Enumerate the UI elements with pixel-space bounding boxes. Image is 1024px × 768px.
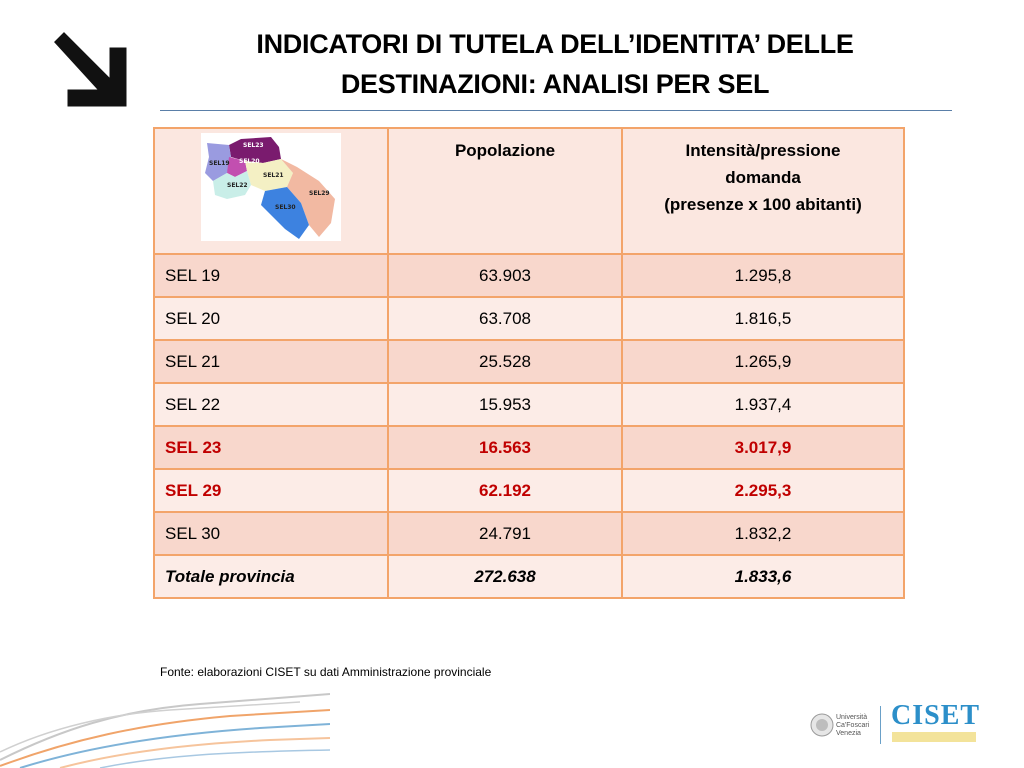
university-name-line-3: Venezia (836, 730, 861, 737)
sel-indicators-table: SEL23 SEL19 SEL20 SEL21 SEL22 SEL29 SEL3… (153, 127, 905, 599)
table-row-highlighted: SEL 29 62.192 2.295,3 (153, 468, 905, 513)
sel-cell: SEL 21 (153, 339, 389, 384)
total-label-cell: Totale provincia (153, 554, 389, 599)
map-label-sel29: SEL29 (309, 190, 330, 197)
intensita-cell: 1.832,2 (621, 511, 905, 556)
map-label-sel19: SEL19 (209, 160, 230, 167)
popolazione-cell: 62.192 (387, 468, 623, 513)
university-name: Università Ca'Foscari Venezia (836, 714, 869, 738)
university-name-line-2: Ca'Foscari (836, 722, 870, 729)
sel-province-map: SEL23 SEL19 SEL20 SEL21 SEL22 SEL29 SEL3… (201, 133, 341, 241)
map-label-sel22: SEL22 (227, 182, 248, 189)
table-header-row: SEL23 SEL19 SEL20 SEL21 SEL22 SEL29 SEL3… (153, 127, 905, 255)
title-line-2: DESTINAZIONI: ANALISI PER SEL (340, 69, 770, 99)
table-row: SEL 19 63.903 1.295,8 (153, 253, 905, 298)
sel-cell: SEL 23 (153, 425, 389, 470)
map-label-sel23: SEL23 (243, 142, 264, 149)
title-line-1: INDICATORI DI TUTELA DELL’IDENTITA’ DELL… (256, 29, 854, 59)
ciset-logo-bar (892, 732, 976, 742)
university-seal-icon (810, 713, 834, 737)
header-popolazione: Popolazione (387, 127, 623, 255)
page-title: INDICATORI DI TUTELA DELL’IDENTITA’ DELL… (190, 24, 920, 104)
sel-cell: SEL 30 (153, 511, 389, 556)
map-label-sel30: SEL30 (275, 204, 296, 211)
popolazione-cell: 24.791 (387, 511, 623, 556)
intensita-cell: 1.816,5 (621, 296, 905, 341)
sel-cell: SEL 22 (153, 382, 389, 427)
sel-cell: SEL 19 (153, 253, 389, 298)
sel-cell: SEL 29 (153, 468, 389, 513)
sel-cell: SEL 20 (153, 296, 389, 341)
decorative-lines (0, 693, 330, 768)
header-intensita-line-3: (presenze x 100 abitanti) (664, 195, 862, 214)
intensita-cell: 1.295,8 (621, 253, 905, 298)
title-divider (160, 110, 952, 111)
map-label-sel20: SEL20 (239, 158, 260, 165)
table-row-highlighted: SEL 23 16.563 3.017,9 (153, 425, 905, 470)
intensita-cell: 2.295,3 (621, 468, 905, 513)
intensita-cell: 1.937,4 (621, 382, 905, 427)
table-row: SEL 20 63.708 1.816,5 (153, 296, 905, 341)
table-row: SEL 21 25.528 1.265,9 (153, 339, 905, 384)
popolazione-cell: 25.528 (387, 339, 623, 384)
header-intensita-line-2: domanda (725, 168, 801, 187)
university-name-line-1: Università (836, 714, 868, 721)
table-row: SEL 30 24.791 1.832,2 (153, 511, 905, 556)
intensita-cell: 3.017,9 (621, 425, 905, 470)
arrow-logo-icon (49, 28, 130, 110)
table-total-row: Totale provincia 272.638 1.833,6 (153, 554, 905, 599)
intensita-cell: 1.265,9 (621, 339, 905, 384)
source-note: Fonte: elaborazioni CISET su dati Ammini… (160, 665, 492, 679)
popolazione-cell: 63.708 (387, 296, 623, 341)
map-label-sel21: SEL21 (263, 172, 284, 179)
map-cell: SEL23 SEL19 SEL20 SEL21 SEL22 SEL29 SEL3… (153, 127, 389, 255)
total-intensita-cell: 1.833,6 (621, 554, 905, 599)
ciset-logo: CISET (891, 700, 981, 731)
header-intensita: Intensità/pressione domanda (presenze x … (621, 127, 905, 255)
table-row: SEL 22 15.953 1.937,4 (153, 382, 905, 427)
popolazione-cell: 15.953 (387, 382, 623, 427)
header-intensita-line-1: Intensità/pressione (685, 141, 841, 160)
popolazione-cell: 16.563 (387, 425, 623, 470)
footer-separator (880, 706, 881, 744)
popolazione-cell: 63.903 (387, 253, 623, 298)
total-popolazione-cell: 272.638 (387, 554, 623, 599)
